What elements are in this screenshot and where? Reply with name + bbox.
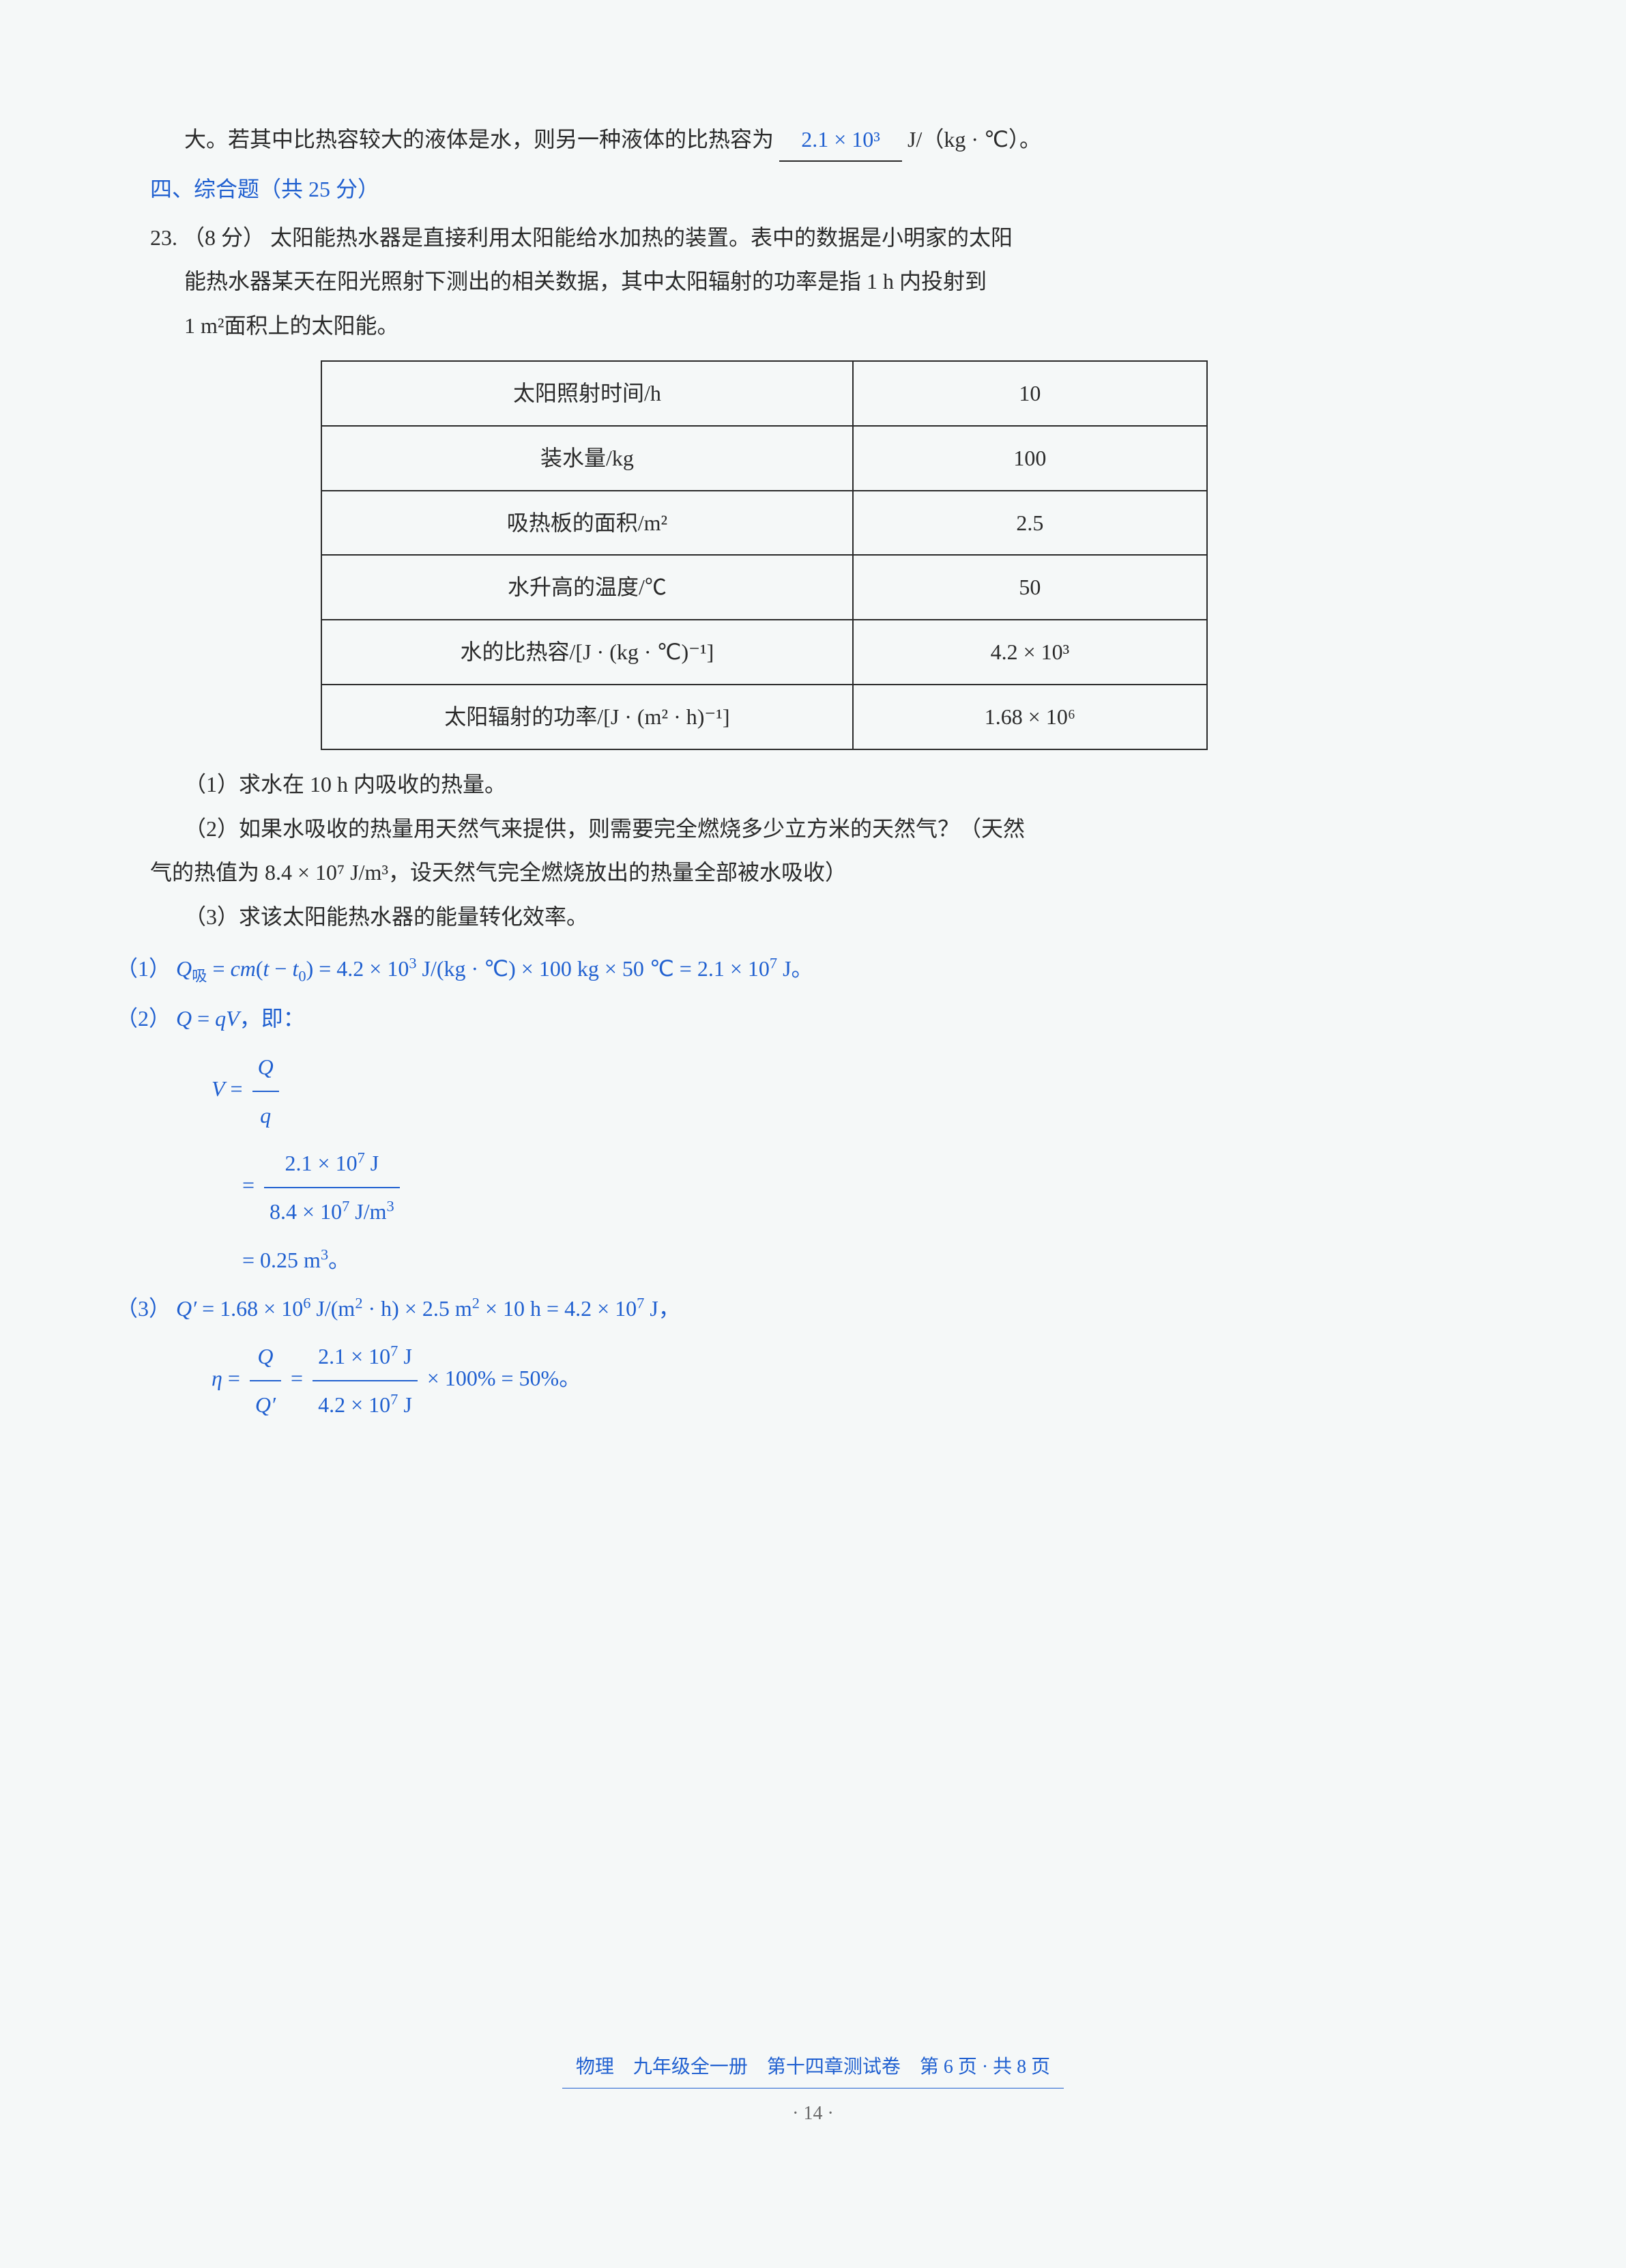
frac-num: 2.1 × 107 J <box>264 1143 400 1188</box>
fragment-post: J/（kg · ℃）。 <box>908 127 1041 152</box>
equals-sign: = <box>242 1173 255 1197</box>
sol2-eq-a: Q = qV，即： <box>176 1006 305 1031</box>
solution-2-b: V = Q q <box>116 1046 1517 1136</box>
sol3-eq-a: Q′ = 1.68 × 106 J/(m2 · h) × 2.5 m2 × 10… <box>176 1296 680 1321</box>
table-value: 100 <box>853 426 1207 491</box>
fraction-eta: Q Q′ <box>250 1336 281 1426</box>
solution-2-d: = 0.25 m3。 <box>116 1239 1517 1281</box>
prev-question-fragment: 大。若其中比热容较大的液体是水，则另一种液体的比热容为 2.1 × 10³ J/… <box>116 119 1517 162</box>
table-value: 2.5 <box>853 491 1207 556</box>
q23-points: （8 分） <box>183 225 265 250</box>
fill-blank-answer: 2.1 × 10³ <box>779 119 902 162</box>
footer-pagenum: · 14 · <box>0 2095 1626 2131</box>
q23-text-1: 太阳能热水器是直接利用太阳能给水加热的装置。表中的数据是小明家的太阳 <box>270 225 1013 250</box>
q23-line1: 23. （8 分） 太阳能热水器是直接利用太阳能给水加热的装置。表中的数据是小明… <box>116 217 1517 259</box>
frac-den: Q′ <box>250 1381 281 1426</box>
solution-block: （1） Q吸 = cm(t − t0) = 4.2 × 103 J/(kg · … <box>116 948 1517 1426</box>
frac-num: 2.1 × 107 J <box>313 1336 418 1381</box>
frac-num: Q <box>250 1336 281 1381</box>
equals-sign: = <box>291 1366 303 1391</box>
table-row: 太阳辐射的功率/[J · (m² · h)⁻¹] 1.68 × 10⁶ <box>321 685 1207 749</box>
table-label: 水升高的温度/℃ <box>321 555 853 620</box>
frac-num: Q <box>252 1046 279 1092</box>
q23-number: 23. <box>150 225 177 250</box>
q23-sub3: （3）求该太阳能热水器的能量转化效率。 <box>116 896 1517 938</box>
sol2-lhs: V = <box>212 1076 243 1101</box>
footer-line1: 物理 九年级全一册 第十四章测试卷 第 6 页 · 共 8 页 <box>562 2049 1064 2088</box>
sol2-result: = 0.25 m3。 <box>242 1248 350 1272</box>
sol3-tail: × 100% = 50%。 <box>427 1366 581 1391</box>
frac-den: 4.2 × 107 J <box>313 1381 418 1426</box>
table-row: 装水量/kg 100 <box>321 426 1207 491</box>
table-label: 太阳照射时间/h <box>321 361 853 426</box>
table-row: 吸热板的面积/m² 2.5 <box>321 491 1207 556</box>
sol3-label: （3） <box>116 1296 171 1321</box>
table-value: 10 <box>853 361 1207 426</box>
table-row: 水升高的温度/℃ 50 <box>321 555 1207 620</box>
fraction-numeric: 2.1 × 107 J 8.4 × 107 J/m3 <box>264 1143 400 1233</box>
q23-sub1: （1）求水在 10 h 内吸收的热量。 <box>116 764 1517 805</box>
solution-3-b: η = Q Q′ = 2.1 × 107 J 4.2 × 107 J × 100… <box>116 1336 1517 1426</box>
q23-sub2a: （2）如果水吸收的热量用天然气来提供，则需要完全燃烧多少立方米的天然气？（天然 <box>116 808 1517 850</box>
frac-den: q <box>252 1092 279 1136</box>
table-label: 水的比热容/[J · (kg · ℃)⁻¹] <box>321 620 853 685</box>
solution-1: （1） Q吸 = cm(t − t0) = 4.2 × 103 J/(kg · … <box>116 948 1517 991</box>
frac-den: 8.4 × 107 J/m3 <box>264 1188 400 1233</box>
solution-2-a: （2） Q = qV，即： <box>116 998 1517 1039</box>
section-4-header: 四、综合题（共 25 分） <box>116 169 1517 210</box>
sol2-label: （2） <box>116 1006 171 1031</box>
table-row: 太阳照射时间/h 10 <box>321 361 1207 426</box>
page-footer: 物理 九年级全一册 第十四章测试卷 第 6 页 · 共 8 页 · 14 · <box>0 2049 1626 2131</box>
page-content: 大。若其中比热容较大的液体是水，则另一种液体的比热容为 2.1 × 10³ J/… <box>116 119 1517 1426</box>
table-value: 4.2 × 10³ <box>853 620 1207 685</box>
solution-3-a: （3） Q′ = 1.68 × 106 J/(m2 · h) × 2.5 m2 … <box>116 1288 1517 1330</box>
sol3-lhs: η = <box>212 1366 240 1391</box>
sol1-eq: Q吸 = cm(t − t0) = 4.2 × 103 J/(kg · ℃) ×… <box>176 956 813 981</box>
data-table: 太阳照射时间/h 10 装水量/kg 100 吸热板的面积/m² 2.5 水升高… <box>321 360 1208 750</box>
table-row: 水的比热容/[J · (kg · ℃)⁻¹] 4.2 × 10³ <box>321 620 1207 685</box>
table-label: 太阳辐射的功率/[J · (m² · h)⁻¹] <box>321 685 853 749</box>
q23-line3: 1 m²面积上的太阳能。 <box>116 305 1517 347</box>
fraction-q-over-q: Q q <box>252 1046 279 1136</box>
fragment-pre: 大。若其中比热容较大的液体是水，则另一种液体的比热容为 <box>184 127 774 152</box>
solution-2-c: = 2.1 × 107 J 8.4 × 107 J/m3 <box>116 1143 1517 1233</box>
fraction-eta-numeric: 2.1 × 107 J 4.2 × 107 J <box>313 1336 418 1426</box>
table-value: 1.68 × 10⁶ <box>853 685 1207 749</box>
sol1-label: （1） <box>116 956 171 981</box>
table-value: 50 <box>853 555 1207 620</box>
q23-sub2b: 气的热值为 8.4 × 10⁷ J/m³，设天然气完全燃烧放出的热量全部被水吸收… <box>116 852 1517 893</box>
q23-line2: 能热水器某天在阳光照射下测出的相关数据，其中太阳辐射的功率是指 1 h 内投射到 <box>116 261 1517 302</box>
table-label: 吸热板的面积/m² <box>321 491 853 556</box>
table-label: 装水量/kg <box>321 426 853 491</box>
